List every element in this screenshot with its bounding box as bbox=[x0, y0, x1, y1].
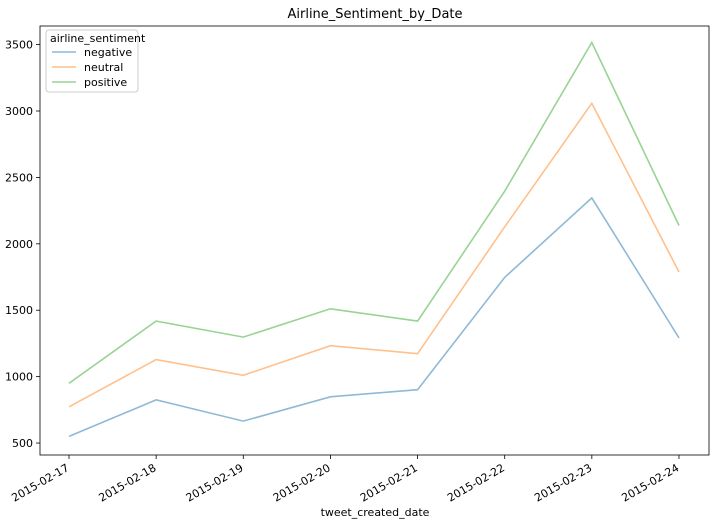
legend: airline_sentiment negative neutral positiv… bbox=[45, 29, 146, 93]
y-tick-label: 2500 bbox=[5, 171, 33, 184]
x-tick-label: 2015-02-20 bbox=[271, 461, 333, 504]
x-tick-label: 2015-02-18 bbox=[97, 461, 159, 504]
y-tick-label: 3000 bbox=[5, 105, 33, 118]
y-tick-label: 3500 bbox=[5, 39, 33, 52]
chart-title: Airline_Sentiment_by_Date bbox=[287, 7, 462, 22]
legend-title: airline_sentiment bbox=[50, 32, 146, 45]
plot-frame bbox=[39, 25, 710, 456]
x-axis-label: tweet_created_date bbox=[321, 506, 430, 519]
x-axis: 2015-02-17 2015-02-18 2015-02-19 2015-02-20… bbox=[9, 455, 681, 505]
y-axis: 500 1000 1500 2000 2500 3000 3500 bbox=[5, 39, 40, 450]
series-lines bbox=[68, 40, 680, 438]
series-line-negative bbox=[68, 196, 680, 438]
x-tick-label: 2015-02-23 bbox=[532, 461, 594, 504]
legend-label-neutral: neutral bbox=[84, 61, 123, 74]
y-tick-label: 2000 bbox=[5, 238, 33, 251]
x-tick-label: 2015-02-19 bbox=[184, 461, 246, 504]
y-tick-label: 1500 bbox=[5, 304, 33, 317]
legend-label-positive: positive bbox=[84, 76, 127, 89]
legend-label-negative: negative bbox=[84, 46, 132, 59]
x-tick-label: 2015-02-17 bbox=[9, 461, 71, 504]
y-tick-label: 500 bbox=[12, 437, 33, 450]
series-line-positive bbox=[68, 40, 680, 384]
series-line-neutral bbox=[68, 101, 680, 408]
y-tick-label: 1000 bbox=[5, 371, 33, 384]
x-tick-label: 2015-02-21 bbox=[358, 461, 420, 504]
x-tick-label: 2015-02-24 bbox=[619, 461, 681, 504]
x-tick-label: 2015-02-22 bbox=[445, 461, 507, 504]
legend-box bbox=[45, 29, 139, 93]
